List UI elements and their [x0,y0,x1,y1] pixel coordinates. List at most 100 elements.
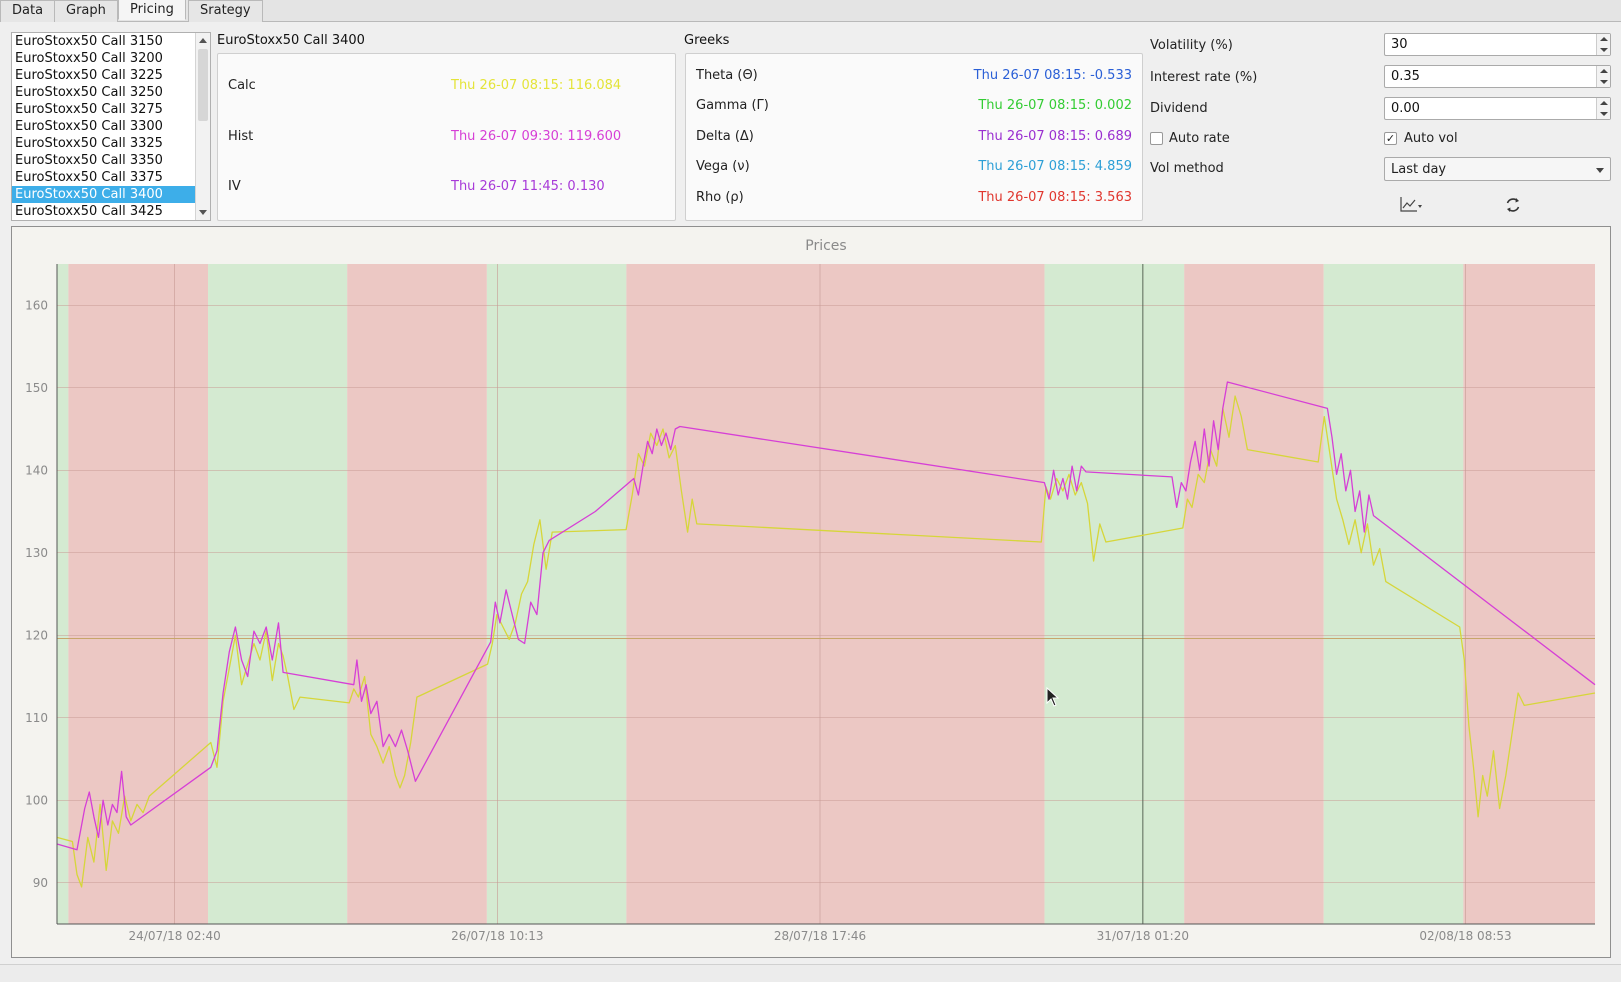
auto-rate-label: Auto rate [1169,131,1230,146]
greeks-box: Theta (Θ) Thu 26-07 08:15: -0.533 Gamma … [685,53,1143,221]
dividend-stepper[interactable] [1596,98,1610,119]
volatility-value: 30 [1391,37,1408,52]
greeks-vega-value: Thu 26-07 08:15: 4.859 [978,159,1132,174]
pricing-row-calc: Calc Thu 26-07 08:15: 116.084 [218,78,675,98]
dividend-label: Dividend [1150,101,1208,116]
list-item[interactable]: EuroStoxx50 Call 3375 [15,170,163,185]
volatility-label: Volatility (%) [1150,38,1233,53]
list-item[interactable]: EuroStoxx50 Call 3325 [15,136,163,151]
list-item[interactable]: EuroStoxx50 Call 3200 [15,51,163,66]
step-down-icon[interactable] [1600,112,1608,116]
pricing-hist-value: Thu 26-07 09:30: 119.600 [451,129,622,144]
greeks-theta-value: Thu 26-07 08:15: -0.533 [973,68,1132,83]
dividend-spinbox[interactable]: 0.00 [1384,97,1611,120]
x-tick-label: 24/07/18 02:40 [129,929,221,943]
instrument-list-scrollbar[interactable] [195,33,210,220]
vol-method-label: Vol method [1150,161,1224,176]
list-item[interactable]: EuroStoxx50 Call 3150 [15,34,163,49]
dividend-value: 0.00 [1391,101,1420,116]
pricing-calc-label: Calc [228,78,256,93]
list-item[interactable]: EuroStoxx50 Call 3350 [15,153,163,168]
list-item[interactable]: EuroStoxx50 Call 3250 [15,85,163,100]
prices-chart[interactable]: Prices 90 100 110 120 130 140 150 160 24/07/18 02… [11,226,1611,958]
prices-chart-svg: Prices 90 100 110 120 130 140 150 160 24/07/18 02… [25,238,1596,943]
chevron-down-icon [1596,168,1604,173]
tab-data[interactable]: Data [0,0,56,22]
interest-rate-label: Interest rate (%) [1150,70,1258,85]
greeks-theta-label: Theta (Θ) [696,68,758,83]
greeks-row-delta: Delta (Δ) Thu 26-07 08:15: 0.689 [686,129,1142,149]
interest-rate-value: 0.35 [1391,69,1420,84]
interest-rate-spinbox[interactable]: 0.35 [1384,65,1611,88]
session-band [68,264,209,924]
pricing-iv-value: Thu 26-07 11:45: 0.130 [451,179,605,194]
step-up-icon[interactable] [1600,101,1608,105]
y-tick-label: 150 [25,381,48,395]
auto-vol-label: Auto vol [1404,131,1458,146]
check-icon: ✓ [1385,132,1396,145]
pricing-iv-label: IV [228,179,241,194]
greeks-row-rho: Rho (ρ) Thu 26-07 08:15: 3.563 [686,190,1142,210]
vol-method-value: Last day [1391,162,1447,177]
greeks-row-theta: Theta (Θ) Thu 26-07 08:15: -0.533 [686,68,1142,88]
step-down-icon[interactable] [1600,48,1608,52]
list-item[interactable]: EuroStoxx50 Call 3300 [15,119,163,134]
tab-strategy[interactable]: Srategy [188,0,263,22]
y-tick-label: 100 [25,793,48,807]
chart-menu-svg [1400,197,1422,212]
list-item[interactable]: EuroStoxx50 Call 3225 [15,68,163,83]
vol-method-select[interactable]: Last day [1384,157,1611,181]
y-tick-label: 130 [25,546,48,560]
tab-strategy-label: Srategy [200,3,251,18]
session-band [1044,264,1185,924]
greeks-title: Greeks [684,33,730,48]
session-band [486,264,627,924]
session-band [1463,264,1595,924]
x-tick-label: 02/08/18 08:53 [1419,929,1511,943]
session-band [626,264,1045,924]
step-up-icon[interactable] [1600,69,1608,73]
step-down-icon[interactable] [1600,80,1608,84]
tab-graph[interactable]: Graph [54,0,118,22]
tab-graph-label: Graph [66,3,106,18]
list-item[interactable]: EuroStoxx50 Call 3400 [12,186,210,203]
tab-pricing[interactable]: Pricing [118,0,186,20]
mouse-cursor-icon [1046,687,1060,707]
greeks-rho-value: Thu 26-07 08:15: 3.563 [978,190,1132,205]
refresh-svg [1506,198,1520,212]
tab-pricing-label: Pricing [130,2,174,17]
auto-vol-checkbox[interactable]: ✓ [1384,132,1397,145]
tab-bar: Data Graph Pricing Srategy [0,0,1621,22]
greeks-row-vega: Vega (ν) Thu 26-07 08:15: 4.859 [686,159,1142,179]
price-series-line [56,395,1596,888]
list-item[interactable]: EuroStoxx50 Call 3425 [15,204,163,219]
session-band [57,264,69,924]
chart-title: Prices [805,238,846,254]
pricing-title: EuroStoxx50 Call 3400 [217,33,365,48]
session-band [1323,264,1464,924]
greeks-delta-value: Thu 26-07 08:15: 0.689 [978,129,1132,144]
x-tick-label: 26/07/18 10:13 [451,929,543,943]
step-up-icon[interactable] [1600,37,1608,41]
scroll-up-icon[interactable] [199,38,207,43]
greeks-delta-label: Delta (Δ) [696,129,754,144]
volatility-spinbox[interactable]: 30 [1384,33,1611,56]
y-tick-label: 90 [33,876,48,890]
list-item[interactable]: EuroStoxx50 Call 3275 [15,102,163,117]
instrument-list[interactable]: EuroStoxx50 Call 3150 EuroStoxx50 Call 32… [11,32,211,221]
volatility-stepper[interactable] [1596,34,1610,55]
session-band [347,264,487,924]
price-series-line [56,381,1596,851]
x-tick-label: 28/07/18 17:46 [774,929,866,943]
greeks-gamma-label: Gamma (Γ) [696,98,769,113]
scroll-thumb[interactable] [198,49,208,121]
chart-menu-icon[interactable] [1398,194,1424,216]
scroll-down-icon[interactable] [199,210,207,215]
session-band [208,264,348,924]
tab-data-label: Data [12,3,44,18]
refresh-icon[interactable] [1502,194,1528,216]
interest-rate-stepper[interactable] [1596,66,1610,87]
greeks-gamma-value: Thu 26-07 08:15: 0.002 [978,98,1132,113]
y-tick-label: 110 [25,711,48,725]
auto-rate-checkbox[interactable] [1150,132,1163,145]
